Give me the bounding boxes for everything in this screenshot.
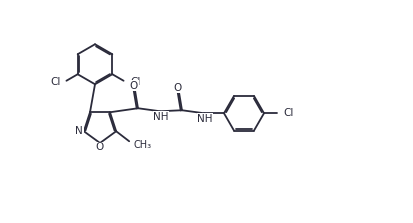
Text: O: O [130, 81, 138, 91]
Text: O: O [96, 142, 104, 153]
Text: CH₃: CH₃ [133, 140, 152, 150]
Text: Cl: Cl [50, 77, 60, 87]
Text: NH: NH [153, 112, 169, 122]
Text: Cl: Cl [130, 77, 140, 87]
Text: NH: NH [197, 114, 212, 124]
Text: O: O [173, 83, 182, 93]
Text: N: N [75, 126, 83, 136]
Text: Cl: Cl [282, 108, 293, 118]
